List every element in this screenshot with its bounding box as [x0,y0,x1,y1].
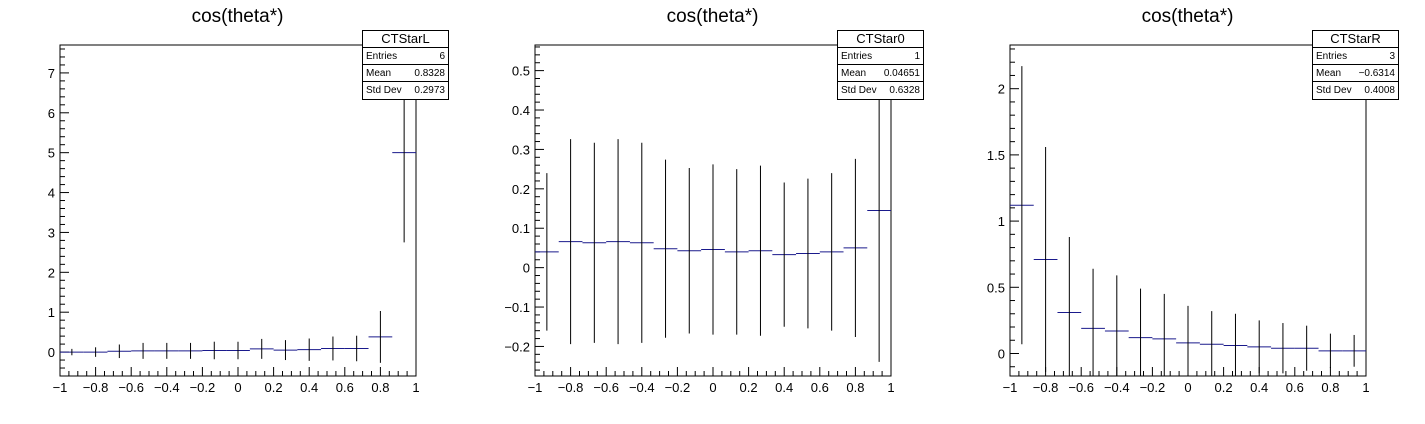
plot-title: cos(theta*) [1141,6,1234,27]
stats-std-value: 0.2973 [414,85,445,96]
y-tick-label: 0.3 [512,142,530,157]
stats-entries-value: 1 [914,51,920,62]
x-tick-label: −0.4 [1104,380,1130,395]
x-tick-label: 0.4 [300,380,318,395]
x-tick-label: −0.8 [83,380,109,395]
stats-mean-label: Mean [366,68,392,79]
y-tick-label: 0 [48,345,55,360]
stats-std-row: Std Dev 0.2973 [363,82,448,99]
stats-box: CTStar0 Entries 1 Mean 0.04651 Std Dev 0.63… [837,30,924,100]
stats-entries-label: Entries [1316,51,1348,62]
x-tick-label: −0.4 [154,380,180,395]
y-tick-label: 3 [48,225,55,240]
x-tick-label: 0.6 [336,380,354,395]
plot-title: cos(theta*) [666,6,759,27]
stats-entries-label: Entries [366,51,398,62]
x-tick-label: 0.6 [1286,380,1304,395]
stats-mean-value: 0.8328 [414,68,445,79]
x-tick-label: 0.8 [1321,380,1339,395]
x-tick-label: −0.6 [1068,380,1094,395]
stats-entries-label: Entries [841,51,873,62]
histogram-pad-ctstar0: cos(theta*) −1 −0.8 −0.6 −0.4 −0.2 0 0.2 0.4 0.6… [475,0,950,424]
x-tick-label: 0.6 [811,380,829,395]
x-tick-label: 0.2 [740,380,758,395]
y-tick-label: 0 [998,346,1005,361]
y-tick-label: 1 [48,305,55,320]
stats-std-row: Std Dev 0.6328 [838,82,923,99]
y-tick-label: 0 [523,261,530,276]
y-tick-label: 1.5 [987,148,1005,163]
stats-std-row: Std Dev 0.4008 [1313,82,1398,99]
x-tick-label: 0 [709,380,716,395]
stats-mean-row: Mean 0.04651 [838,65,923,82]
x-tick-label: −0.2 [190,380,216,395]
x-tick-label: 0.4 [1250,380,1268,395]
x-tick-label: −0.6 [118,380,144,395]
stats-name: CTStarR [1313,31,1398,48]
x-tick-label: 0.8 [371,380,389,395]
x-tick-label: 1 [1362,380,1369,395]
stats-std-label: Std Dev [1316,85,1352,96]
x-tick-label: −1 [53,380,68,395]
stats-entries-row: Entries 3 [1313,48,1398,65]
stats-entries-value: 3 [1389,51,1395,62]
stats-box: CTStarR Entries 3 Mean −0.6314 Std Dev 0.40… [1312,30,1399,100]
stats-entries-row: Entries 6 [363,48,448,65]
x-tick-label: −0.2 [665,380,691,395]
y-tick-label: 4 [48,186,55,201]
y-tick-label: 6 [48,106,55,121]
y-tick-label: 0.4 [512,103,530,118]
x-tick-label: −0.6 [593,380,619,395]
stats-name: CTStar0 [838,31,923,48]
x-tick-label: −1 [528,380,543,395]
y-tick-label: 2 [998,82,1005,97]
y-tick-label: 0.5 [512,64,530,79]
y-tick-label: 0.5 [987,280,1005,295]
stats-mean-row: Mean −0.6314 [1313,65,1398,82]
stats-box: CTStarL Entries 6 Mean 0.8328 Std Dev 0.297… [362,30,449,100]
stats-mean-value: −0.6314 [1358,68,1395,79]
y-tick-label: −0.2 [504,339,530,354]
stats-mean-value: 0.04651 [883,68,920,79]
x-tick-label: 0.4 [775,380,793,395]
y-tick-label: 0.2 [512,182,530,197]
x-tick-label: 0 [234,380,241,395]
stats-mean-label: Mean [841,68,867,79]
stats-std-label: Std Dev [841,85,877,96]
y-tick-label: −0.1 [504,300,530,315]
plot-title: cos(theta*) [191,6,284,27]
x-tick-label: 0 [1184,380,1191,395]
histogram-plot-ctstar0: −1 −0.8 −0.6 −0.4 −0.2 0 0.2 0.4 0.6 0.8 1 −0.2 −0.1… [504,44,895,395]
x-tick-label: −0.2 [1140,380,1166,395]
x-tick-label: 0.2 [265,380,283,395]
x-tick-label: 1 [887,380,894,395]
histogram-pad-ctstarl: cos(theta*) −1 −0.8 −0.6 −0.4 −0.2 0 0.2 0.4 0.6… [0,0,475,424]
stats-std-value: 0.6328 [889,85,920,96]
stats-entries-row: Entries 1 [838,48,923,65]
histogram-plot-ctstarr: −1 −0.8 −0.6 −0.4 −0.2 0 0.2 0.4 0.6 0.8 1 0 0.5 1 1.5… [987,44,1370,395]
stats-entries-value: 6 [439,51,445,62]
y-tick-label: 5 [48,146,55,161]
stats-name: CTStarL [363,31,448,48]
x-tick-label: 0.8 [846,380,864,395]
stats-mean-label: Mean [1316,68,1342,79]
stats-std-label: Std Dev [366,85,402,96]
x-tick-label: −0.8 [1033,380,1059,395]
y-tick-label: 1 [998,214,1005,229]
y-tick-label: 2 [48,265,55,280]
stats-mean-row: Mean 0.8328 [363,65,448,82]
stats-std-value: 0.4008 [1364,85,1395,96]
histogram-pad-ctstarr: cos(theta*) −1 −0.8 −0.6 −0.4 −0.2 0 0.2 0.4 0.6… [950,0,1425,424]
x-tick-label: −0.8 [558,380,584,395]
y-tick-label: 0.1 [512,221,530,236]
y-tick-label: 7 [48,66,55,81]
x-tick-label: −0.4 [629,380,655,395]
x-tick-label: −1 [1003,380,1018,395]
x-tick-label: 1 [412,380,419,395]
x-tick-label: 0.2 [1215,380,1233,395]
